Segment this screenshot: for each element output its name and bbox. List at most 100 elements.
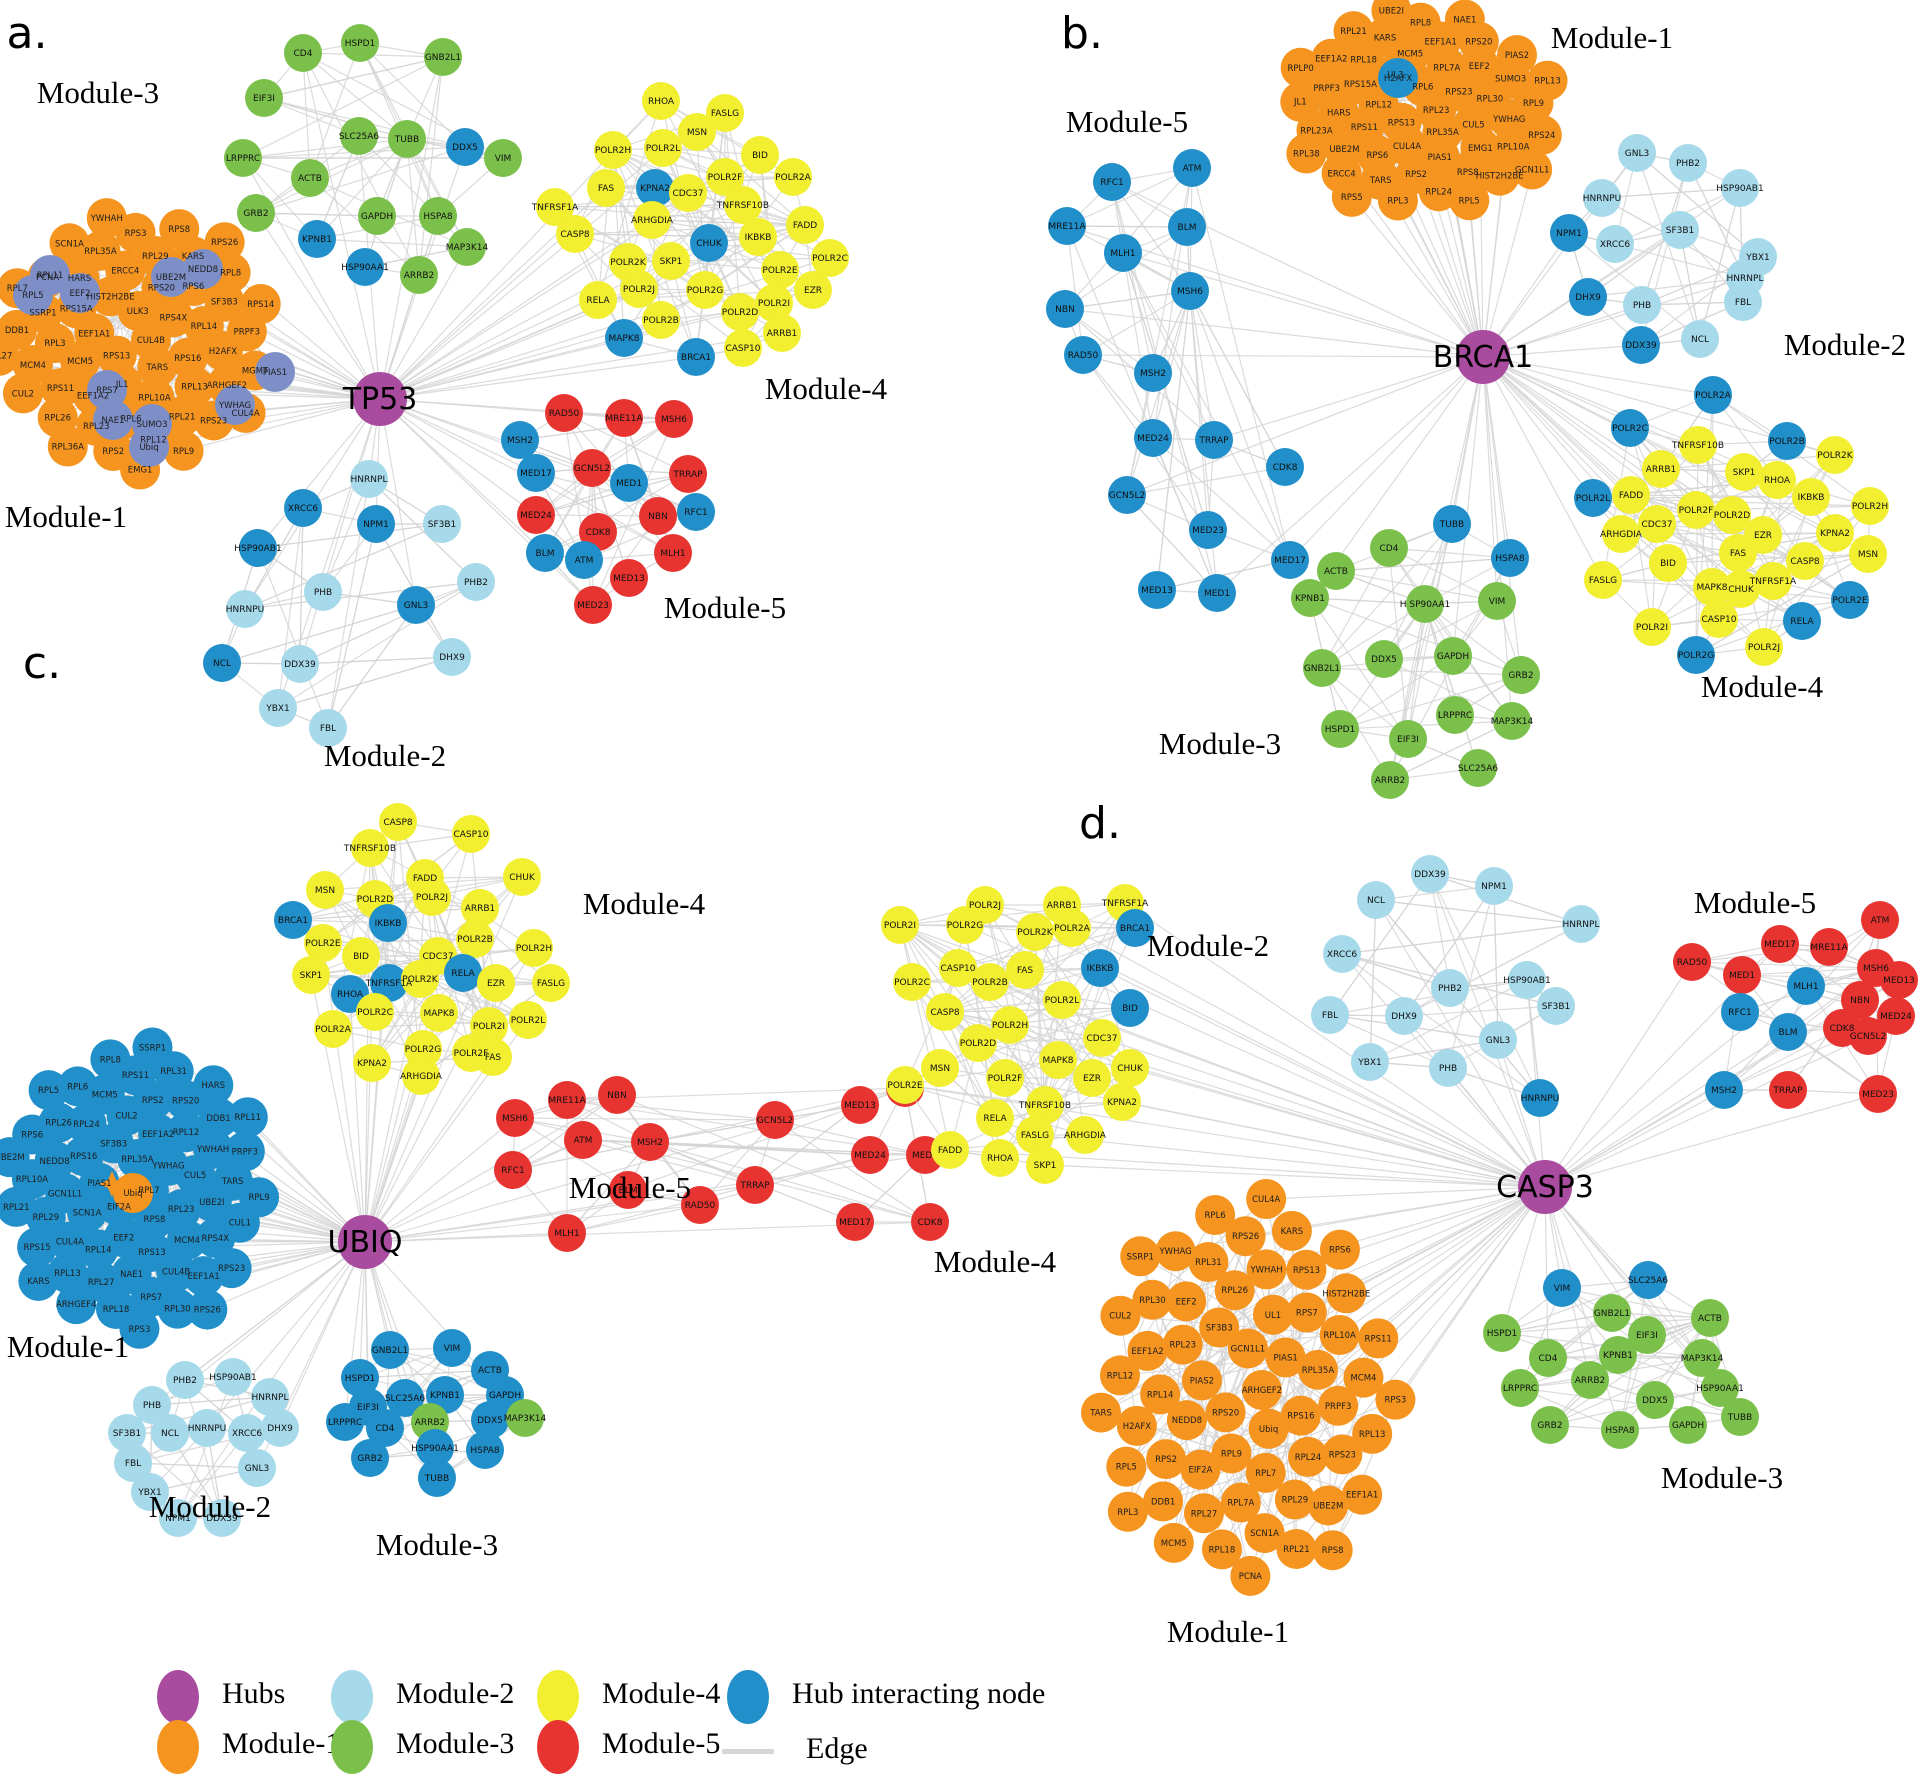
node-label-a-rpl13: RPL13 xyxy=(181,383,208,393)
node-d-chuk xyxy=(1111,1049,1149,1087)
node-d-rps3 xyxy=(1375,1379,1416,1420)
node-a-hspd1 xyxy=(341,24,379,62)
node-label-c-med17: MED17 xyxy=(839,1218,871,1228)
node-label-d-tars: TARS xyxy=(1089,1409,1112,1419)
node-label-b-rpl30: RPL30 xyxy=(1477,95,1504,105)
node-label-a-rfc1: RFC1 xyxy=(684,508,707,518)
node-d-phb2 xyxy=(1431,969,1469,1007)
node-d-cdk8 xyxy=(1823,1009,1861,1047)
node-c-msh2 xyxy=(631,1123,669,1161)
node-b-polr2e xyxy=(1831,581,1869,619)
cluster-d-module-2: DDX39 NPM1 NCL HNRNPL XRCC6 PHB2 HSP90AB1 FBL DH… xyxy=(1311,855,1600,1117)
node-d-rpl7 xyxy=(1245,1452,1286,1493)
node-label-b-chuk: CHUK xyxy=(1728,585,1755,595)
node-label-b-pias2: PIAS2 xyxy=(1505,51,1529,61)
node-d-scn1a xyxy=(1244,1513,1285,1554)
node-label-d-sf3b3: SF3B3 xyxy=(1206,1323,1233,1333)
module-label-b-module-2: Module-2 xyxy=(1784,327,1906,362)
node-label-d-polr2k: POLR2K xyxy=(1017,928,1054,938)
node-label-b-rpl5: RPL5 xyxy=(1459,196,1480,206)
node-label-a-rpl11: RPL11 xyxy=(37,271,64,281)
node-c-rela xyxy=(444,954,482,992)
node-a-tnfrsf1a xyxy=(536,188,574,226)
node-label-d-rpl14: RPL14 xyxy=(1147,1390,1174,1400)
node-label-c-rps20: RPS20 xyxy=(172,1096,199,1106)
node-label-d-rpl10a: RPL10A xyxy=(1323,1331,1356,1341)
node-a-rfc1 xyxy=(677,493,715,531)
node-label-c-ube2i: UBE2I xyxy=(199,1198,224,1208)
node-d-cdc37 xyxy=(1083,1019,1121,1057)
node-label-a-polr2j: POLR2J xyxy=(623,285,655,295)
node-d-rps23 xyxy=(1322,1434,1363,1475)
node-label-a-slc25a6: SLC25A6 xyxy=(339,132,380,142)
node-d-rps13 xyxy=(1286,1249,1327,1290)
node-label-d-gnl3: GNL3 xyxy=(1486,1036,1510,1046)
node-label-a-chuk: CHUK xyxy=(696,239,723,249)
node-label-b-rpl21: RPL21 xyxy=(1340,27,1367,37)
node-label-d-mapk8: MAPK8 xyxy=(1043,1056,1074,1066)
node-c-polr2e xyxy=(304,924,342,962)
node-label-c-ddx39: DDX39 xyxy=(206,1514,238,1524)
node-a-skp1 xyxy=(652,242,690,280)
node-label-a-polr2i: POLR2I xyxy=(758,299,790,309)
node-label-d-pias2: PIAS2 xyxy=(1190,1376,1214,1386)
node-label-d-rps23: RPS23 xyxy=(1329,1450,1356,1460)
module-label-a-module-3: Module-3 xyxy=(37,75,159,110)
node-label-d-casp8: CASP8 xyxy=(930,1008,960,1018)
node-label-b-map3k14: MAP3K14 xyxy=(1491,717,1534,727)
node-label-b-prpf3: PRPF3 xyxy=(1313,84,1339,94)
node-d-gnb2l1 xyxy=(1593,1294,1631,1332)
node-label-b-hspa8: HSPA8 xyxy=(1495,554,1524,564)
node-c-skp1 xyxy=(292,956,330,994)
node-label-b-cd4: CD4 xyxy=(1380,544,1399,554)
node-a-trrap xyxy=(669,455,707,493)
node-d-rpl30 xyxy=(1132,1279,1173,1320)
node-label-d-rps7: RPS7 xyxy=(1296,1309,1318,1319)
node-label-b-rpl35a: RPL35A xyxy=(1426,128,1459,138)
node-label-a-pias1: PIAS1 xyxy=(263,368,287,378)
node-label-a-mre11a: MRE11A xyxy=(605,414,643,424)
node-label-b-rps20: RPS20 xyxy=(1465,38,1492,48)
node-label-d-fadd: FADD xyxy=(938,1146,962,1156)
node-b-fas xyxy=(1719,534,1757,572)
node-a-polr2g xyxy=(686,271,724,309)
node-a-hsp90aa1 xyxy=(346,248,384,286)
node-label-c-nae1: NAE1 xyxy=(120,1270,143,1280)
node-c-rps23 xyxy=(211,1248,252,1289)
node-label-c-phb2: PHB2 xyxy=(173,1376,197,1386)
node-label-b-ybx1: YBX1 xyxy=(1745,253,1770,263)
node-label-c-polr2j: POLR2J xyxy=(416,893,448,903)
node-label-a-mapk8: MAPK8 xyxy=(609,334,640,344)
hub-label-brca1: BRCA1 xyxy=(1433,340,1534,375)
node-label-b-rps11: RPS11 xyxy=(1351,123,1378,133)
node-label-c-casp10: CASP10 xyxy=(453,830,488,840)
node-d-eef2 xyxy=(1166,1281,1207,1322)
node-d-ubiq xyxy=(1248,1408,1289,1449)
module-label-b-module-5: Module-5 xyxy=(1066,104,1188,139)
node-label-c-rpl30: RPL30 xyxy=(164,1305,191,1315)
node-label-b-blm: BLM xyxy=(1178,223,1197,233)
node-a-fadd xyxy=(786,206,824,244)
node-c-brca1 xyxy=(274,901,312,939)
node-d-polr2c xyxy=(893,963,931,1001)
node-b-mlh1 xyxy=(1104,234,1142,272)
node-label-b-polr2d: POLR2D xyxy=(1714,511,1751,521)
node-b-msn xyxy=(1849,535,1887,573)
legend-edge-swatch xyxy=(722,1749,774,1754)
node-d-rpl29 xyxy=(1274,1479,1315,1520)
node-c-rpl30 xyxy=(157,1288,198,1329)
node-label-b-med1: MED1 xyxy=(1204,589,1230,599)
node-label-b-rpl8: RPL8 xyxy=(1410,19,1431,29)
node-a-sf3b1 xyxy=(423,505,461,543)
node-d-ddx5 xyxy=(1636,1381,1674,1419)
node-label-b-polr2a: POLR2A xyxy=(1695,391,1732,401)
node-label-d-arrb1: ARRB1 xyxy=(1047,901,1078,911)
node-label-b-kpna2: KPNA2 xyxy=(1820,529,1850,539)
node-label-d-h2afx: H2AFX xyxy=(1123,1422,1152,1432)
node-b-tnfrsf10b xyxy=(1679,426,1717,464)
node-label-a-sumo3: SUMO3 xyxy=(136,420,167,430)
node-a-faslg xyxy=(706,94,744,132)
node-label-c-rps7: RPS7 xyxy=(140,1293,162,1303)
